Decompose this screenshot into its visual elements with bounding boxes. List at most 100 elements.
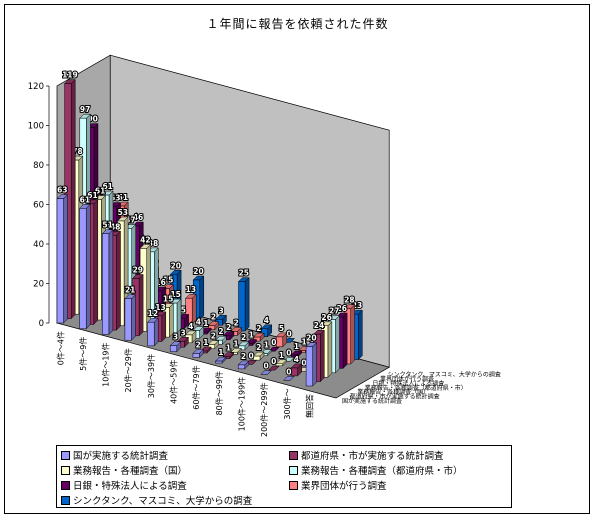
data-label: 2	[241, 352, 246, 361]
bar-side	[153, 317, 159, 347]
legend-item: 国が実施する統計調査	[61, 448, 168, 462]
data-label: 0	[248, 351, 253, 360]
data-label: 2	[256, 343, 261, 352]
data-label: 13	[186, 285, 196, 294]
data-label: 1	[301, 338, 306, 347]
data-label: 13	[155, 303, 165, 312]
bar-group: 2	[252, 323, 265, 342]
bar-group: 51	[101, 220, 114, 336]
bar-group: 63	[56, 185, 69, 324]
bar-side	[327, 321, 333, 378]
bar-side	[342, 312, 348, 370]
legend-swatch	[61, 450, 70, 460]
data-label: 5	[279, 324, 284, 333]
data-label: 4	[294, 355, 299, 364]
x-category-label: 無回答	[304, 394, 314, 418]
data-label: 0	[271, 357, 276, 366]
series-axis-label: シンクタンク、マスコミ、大学からの調査	[388, 371, 501, 379]
series-axis-label: 都道府県・市が実施する統計調査	[350, 393, 440, 401]
x-category-label: 60件～79件	[191, 365, 201, 409]
bar-group: 0	[282, 366, 295, 381]
legend-swatch	[61, 495, 70, 505]
data-label: 15	[170, 290, 180, 299]
bar-group: 15	[162, 294, 174, 338]
bar-side	[244, 276, 250, 332]
y-tick-label: 0	[39, 319, 44, 329]
y-tick-label: 20	[33, 280, 44, 290]
bar-group: 2	[237, 332, 250, 351]
x-category-label: 100件～199件	[237, 377, 247, 432]
bar	[275, 363, 283, 367]
bar-group: 1	[275, 350, 288, 367]
series-axis-label: 日銀・特殊法人による調査	[372, 379, 444, 387]
legend-item: 業界団体が行う調査	[289, 478, 387, 492]
bar-top	[267, 365, 280, 371]
data-label: 53	[118, 208, 128, 217]
data-label: 2	[234, 318, 239, 327]
data-label: 0	[309, 335, 314, 344]
bar	[290, 354, 299, 358]
legend-label: 日銀・特殊法人による調査	[73, 481, 187, 492]
data-label: 2	[241, 333, 246, 342]
bar-group: 2	[207, 312, 220, 331]
bar-group: 0	[260, 361, 273, 375]
bar-group: 3	[215, 305, 228, 326]
bar-side	[63, 193, 68, 324]
data-label: 0	[301, 359, 306, 368]
data-label: 97	[80, 105, 90, 114]
data-label: 21	[125, 286, 135, 295]
data-label: 15	[163, 276, 173, 285]
bar	[207, 325, 216, 330]
bar-side	[199, 275, 205, 321]
bar-group: 2	[192, 339, 205, 359]
bar-group: 2	[207, 331, 220, 350]
bar-group: 21	[124, 285, 136, 341]
bar-top	[282, 376, 295, 381]
data-label: 38	[148, 239, 158, 248]
bar	[290, 367, 298, 377]
bar-group: 12	[147, 308, 159, 347]
data-label: 20	[306, 334, 316, 343]
data-label: 3	[218, 306, 223, 315]
bar-side	[116, 230, 121, 331]
bar-group: 25	[238, 268, 250, 332]
data-label: 48	[110, 222, 120, 231]
data-label: 53	[110, 194, 120, 203]
data-label: 46	[133, 213, 143, 222]
bar	[253, 355, 261, 361]
bar-group: 1	[214, 347, 227, 364]
bar	[237, 364, 246, 370]
legend-item: 日銀・特殊法人による調査	[61, 478, 187, 492]
bar-group: 61	[86, 190, 99, 325]
bar-top	[260, 370, 273, 375]
x-category-label: 10件～19件	[101, 343, 111, 387]
legend-item: 業務報告・各種調査（国）	[61, 463, 187, 477]
bar-group: 13	[185, 284, 197, 325]
bar	[238, 345, 246, 351]
data-label: 0	[286, 329, 291, 338]
data-label: 2	[226, 323, 231, 332]
legend-swatch	[61, 465, 70, 475]
bar	[192, 353, 200, 358]
data-label: 25	[239, 269, 249, 278]
data-label: 0	[286, 348, 291, 357]
data-label: 51	[118, 193, 128, 202]
legend-label: 業務報告・各種調査（都道府県・市）	[301, 466, 463, 477]
chart-title: １年間に報告を依頼された件数	[206, 17, 389, 31]
data-label: 78	[72, 147, 82, 156]
data-label: 4	[264, 316, 269, 325]
bar	[253, 336, 261, 342]
x-category-label: 200件～299件	[259, 382, 269, 437]
data-label: 1	[226, 344, 231, 353]
bar-group: 23	[351, 300, 363, 361]
x-category-label: 30件～39件	[146, 354, 156, 398]
data-label: 51	[102, 221, 112, 230]
data-label: 3	[180, 328, 185, 337]
data-label: 24	[314, 321, 324, 330]
x-category-label: 0件～4件	[55, 331, 65, 365]
data-label: 1	[233, 339, 238, 348]
legend-swatch	[289, 480, 298, 490]
bar-group: 2	[215, 326, 227, 345]
